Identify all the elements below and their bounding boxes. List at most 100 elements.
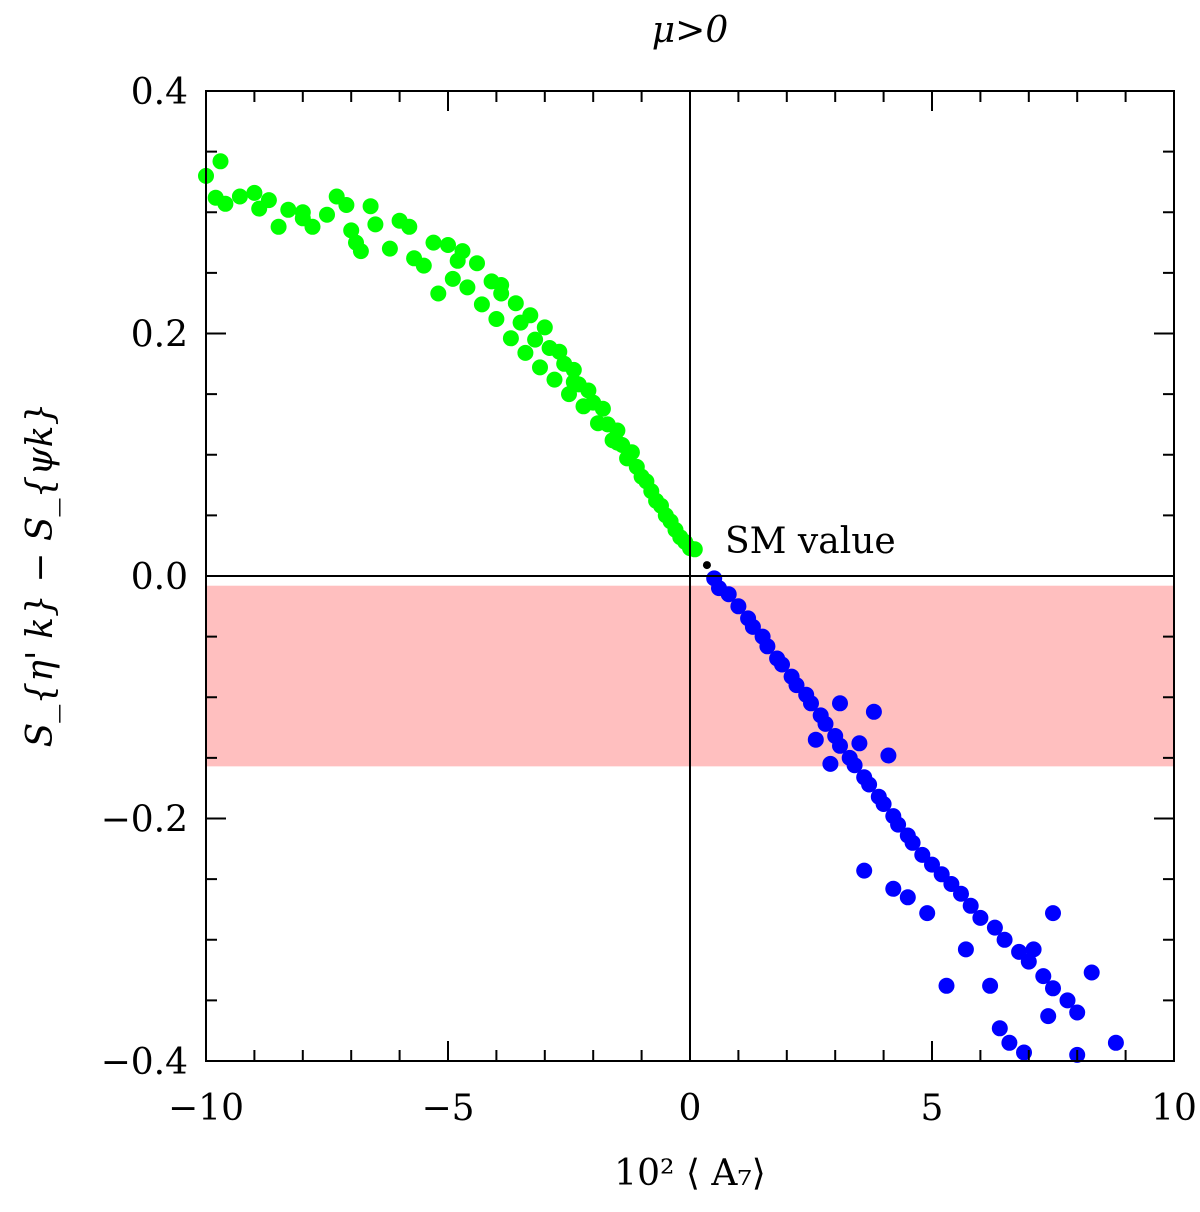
data-point <box>362 198 379 215</box>
sm-value-marker <box>702 561 711 570</box>
data-point <box>1001 1034 1018 1051</box>
data-point <box>822 755 839 772</box>
data-point <box>565 361 582 378</box>
data-point <box>1020 953 1037 970</box>
data-point <box>231 188 248 205</box>
data-point <box>996 931 1013 948</box>
data-point <box>270 218 287 235</box>
data-point <box>1025 941 1042 958</box>
data-point <box>957 941 974 958</box>
data-point <box>865 703 882 720</box>
data-point <box>807 731 824 748</box>
data-point <box>609 422 626 439</box>
data-point <box>720 586 737 603</box>
data-point <box>246 184 263 201</box>
data-point <box>904 834 921 851</box>
data-point <box>846 757 863 774</box>
data-point <box>1107 1034 1124 1051</box>
data-point <box>517 344 534 361</box>
y-tick-label: −0.2 <box>101 800 188 841</box>
data-point <box>561 386 577 403</box>
data-point <box>527 331 544 348</box>
data-point <box>982 977 999 994</box>
data-point <box>788 677 805 694</box>
y-tick-label: −0.4 <box>101 1042 188 1083</box>
data-point <box>546 371 563 388</box>
data-point <box>536 319 553 336</box>
data-point <box>832 695 848 712</box>
data-point <box>991 1020 1008 1037</box>
data-point <box>594 400 611 417</box>
chart-title: μ>0 <box>652 10 728 51</box>
y-axis-title: S_{η' k} − S_{ψk} <box>20 403 61 748</box>
y-tick-label: 0.0 <box>131 557 188 598</box>
data-point <box>1011 943 1028 960</box>
data-point <box>856 862 873 879</box>
data-point <box>532 359 548 376</box>
data-point <box>459 279 476 296</box>
axis-tick-labels: −10 −5 0 5 10 −0.4 −0.2 0.0 0.2 0.4 <box>101 72 1197 1129</box>
data-point <box>817 715 834 732</box>
data-point <box>580 382 597 399</box>
x-tick-label: −5 <box>421 1088 474 1129</box>
data-point <box>880 747 897 764</box>
data-point <box>890 816 907 833</box>
data-point <box>502 330 519 347</box>
data-point <box>425 234 442 251</box>
data-point <box>348 234 364 251</box>
data-point <box>1045 980 1061 997</box>
data-point <box>861 776 878 793</box>
axis-ticks <box>205 90 1175 1062</box>
data-point <box>488 311 505 327</box>
data-point <box>851 735 868 752</box>
data-point <box>609 434 626 451</box>
data-point <box>304 218 321 235</box>
data-point <box>1059 992 1076 1009</box>
data-point <box>972 909 989 926</box>
data-point <box>962 897 979 914</box>
data-point <box>294 204 311 221</box>
data-point <box>507 295 524 312</box>
data-point <box>367 216 384 233</box>
data-point <box>260 192 277 209</box>
y-tick-label: 0.2 <box>131 315 188 356</box>
x-tick-label: 0 <box>679 1088 702 1129</box>
data-point <box>744 618 761 635</box>
data-point <box>875 796 892 812</box>
data-point <box>774 656 790 673</box>
data-point <box>217 195 234 212</box>
data-point <box>401 218 418 235</box>
data-point <box>919 905 936 922</box>
x-tick-label: −10 <box>168 1088 244 1129</box>
x-tick-label: 10 <box>1151 1088 1197 1129</box>
data-point <box>212 153 229 170</box>
x-tick-label: 5 <box>921 1088 944 1129</box>
data-point <box>469 255 485 272</box>
data-point <box>1035 968 1052 985</box>
data-point <box>953 885 969 902</box>
y-tick-label: 0.4 <box>131 72 188 113</box>
data-point <box>803 695 819 712</box>
data-point <box>440 237 456 253</box>
data-point <box>938 977 955 994</box>
data-point <box>759 638 776 655</box>
data-point <box>430 285 447 302</box>
data-point <box>730 598 747 615</box>
data-point <box>832 737 848 754</box>
data-point <box>343 222 360 239</box>
data-point <box>899 889 916 906</box>
data-point <box>473 296 490 313</box>
sm-value-annotation: SM value <box>725 521 896 562</box>
data-point <box>1045 905 1061 922</box>
data-point <box>924 856 940 873</box>
data-point <box>280 201 297 218</box>
data-point <box>1040 1008 1057 1025</box>
data-point <box>319 206 335 223</box>
data-point <box>914 846 931 863</box>
data-point <box>1083 964 1100 981</box>
data-point <box>565 374 582 390</box>
data-point <box>986 919 1003 936</box>
data-point <box>381 240 398 257</box>
data-point <box>623 444 640 461</box>
